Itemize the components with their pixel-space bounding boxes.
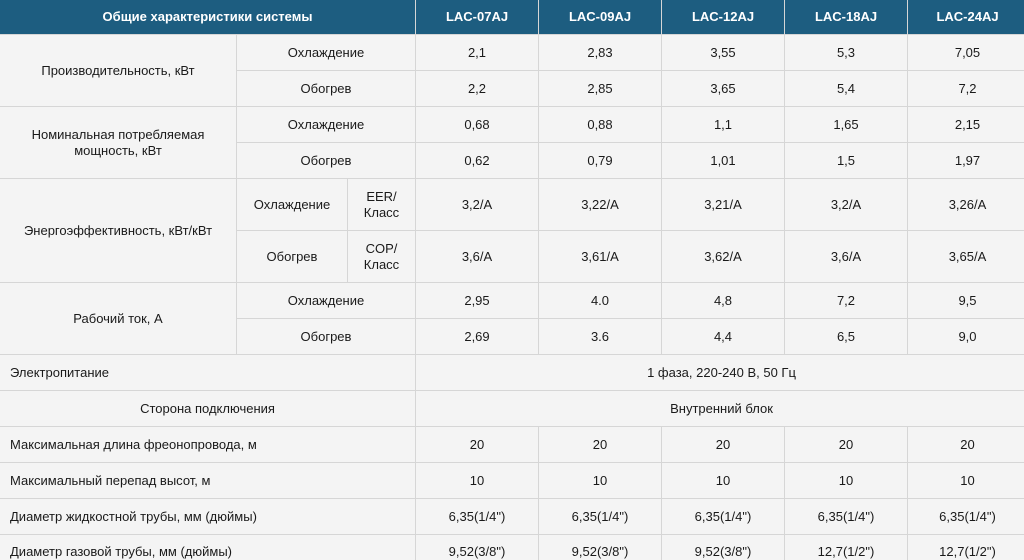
value-cell: 4,4 xyxy=(662,319,784,354)
group-label: Номинальная потребляемая мощность, кВт xyxy=(0,107,236,178)
value-cell: 3,2/A xyxy=(416,179,538,230)
value-cell: 9,52(3/8") xyxy=(539,535,661,560)
value-cell: 10 xyxy=(908,463,1024,498)
unit-label: COP/ Класс xyxy=(348,231,415,282)
row-label: Максимальный перепад высот, м xyxy=(0,463,415,498)
value-cell: 2,15 xyxy=(908,107,1024,142)
row-label: Диаметр жидкостной трубы, мм (дюймы) xyxy=(0,499,415,534)
value-cell: 20 xyxy=(416,427,538,462)
mode-label: Обогрев xyxy=(237,71,415,106)
model-header: LAC-24AJ xyxy=(908,0,1024,34)
value-cell: 4,8 xyxy=(662,283,784,318)
value-cell: 3,21/A xyxy=(662,179,784,230)
value-cell: 12,7(1/2") xyxy=(785,535,907,560)
group-label: Рабочий ток, А xyxy=(0,283,236,354)
value-cell: 4.0 xyxy=(539,283,661,318)
value-cell: 3.6 xyxy=(539,319,661,354)
value-cell: 2,69 xyxy=(416,319,538,354)
value-cell: 3,62/A xyxy=(662,231,784,282)
header-title: Общие характеристики системы xyxy=(0,0,415,34)
value-cell: 3,2/A xyxy=(785,179,907,230)
row-label: Диаметр газовой трубы, мм (дюймы) xyxy=(0,535,415,560)
row-label: Электропитание xyxy=(0,355,415,390)
value-cell: 3,6/A xyxy=(785,231,907,282)
row-label: Сторона подключения xyxy=(0,391,415,426)
value-cell: 9,0 xyxy=(908,319,1024,354)
value-cell: 12,7(1/2") xyxy=(908,535,1024,560)
value-cell: 5,4 xyxy=(785,71,907,106)
model-header: LAC-09AJ xyxy=(539,0,661,34)
mode-label: Обогрев xyxy=(237,231,347,282)
value-cell: 3,6/A xyxy=(416,231,538,282)
value-cell: 10 xyxy=(416,463,538,498)
value-cell: 7,2 xyxy=(785,283,907,318)
value-cell: 9,52(3/8") xyxy=(662,535,784,560)
value-cell: 6,35(1/4") xyxy=(908,499,1024,534)
value-cell: 20 xyxy=(662,427,784,462)
value-cell: 6,35(1/4") xyxy=(662,499,784,534)
model-header: LAC-07AJ xyxy=(416,0,538,34)
value-cell: 10 xyxy=(785,463,907,498)
value-cell: 20 xyxy=(785,427,907,462)
value-cell: 6,35(1/4") xyxy=(416,499,538,534)
value-cell: 0,62 xyxy=(416,143,538,178)
value-cell: 1,1 xyxy=(662,107,784,142)
model-header: LAC-18AJ xyxy=(785,0,907,34)
value-cell: 9,5 xyxy=(908,283,1024,318)
value-cell: 3,55 xyxy=(662,35,784,70)
value-cell: 1,97 xyxy=(908,143,1024,178)
value-cell: 7,2 xyxy=(908,71,1024,106)
mode-label: Охлаждение xyxy=(237,283,415,318)
value-cell: 3,26/A xyxy=(908,179,1024,230)
value-cell: 1,01 xyxy=(662,143,784,178)
span-value: 1 фаза, 220-240 В, 50 Гц xyxy=(416,355,1024,390)
value-cell: 0,88 xyxy=(539,107,661,142)
value-cell: 2,95 xyxy=(416,283,538,318)
value-cell: 3,22/A xyxy=(539,179,661,230)
value-cell: 6,35(1/4") xyxy=(785,499,907,534)
group-label: Производительность, кВт xyxy=(0,35,236,106)
value-cell: 1,5 xyxy=(785,143,907,178)
unit-label: EER/ Класс xyxy=(348,179,415,230)
value-cell: 1,65 xyxy=(785,107,907,142)
mode-label: Обогрев xyxy=(237,319,415,354)
value-cell: 2,1 xyxy=(416,35,538,70)
model-header: LAC-12AJ xyxy=(662,0,784,34)
value-cell: 10 xyxy=(539,463,661,498)
value-cell: 0,68 xyxy=(416,107,538,142)
group-label: Энергоэффективность, кВт/кВт xyxy=(0,179,236,282)
value-cell: 6,35(1/4") xyxy=(539,499,661,534)
mode-label: Охлаждение xyxy=(237,35,415,70)
value-cell: 3,65/A xyxy=(908,231,1024,282)
value-cell: 9,52(3/8") xyxy=(416,535,538,560)
mode-label: Охлаждение xyxy=(237,179,347,230)
mode-label: Охлаждение xyxy=(237,107,415,142)
mode-label: Обогрев xyxy=(237,143,415,178)
value-cell: 2,85 xyxy=(539,71,661,106)
value-cell: 20 xyxy=(908,427,1024,462)
value-cell: 3,65 xyxy=(662,71,784,106)
value-cell: 6,5 xyxy=(785,319,907,354)
value-cell: 3,61/A xyxy=(539,231,661,282)
span-value: Внутренний блок xyxy=(416,391,1024,426)
value-cell: 0,79 xyxy=(539,143,661,178)
value-cell: 7,05 xyxy=(908,35,1024,70)
value-cell: 20 xyxy=(539,427,661,462)
value-cell: 5,3 xyxy=(785,35,907,70)
row-label: Максимальная длина фреонопровода, м xyxy=(0,427,415,462)
value-cell: 2,2 xyxy=(416,71,538,106)
value-cell: 10 xyxy=(662,463,784,498)
value-cell: 2,83 xyxy=(539,35,661,70)
